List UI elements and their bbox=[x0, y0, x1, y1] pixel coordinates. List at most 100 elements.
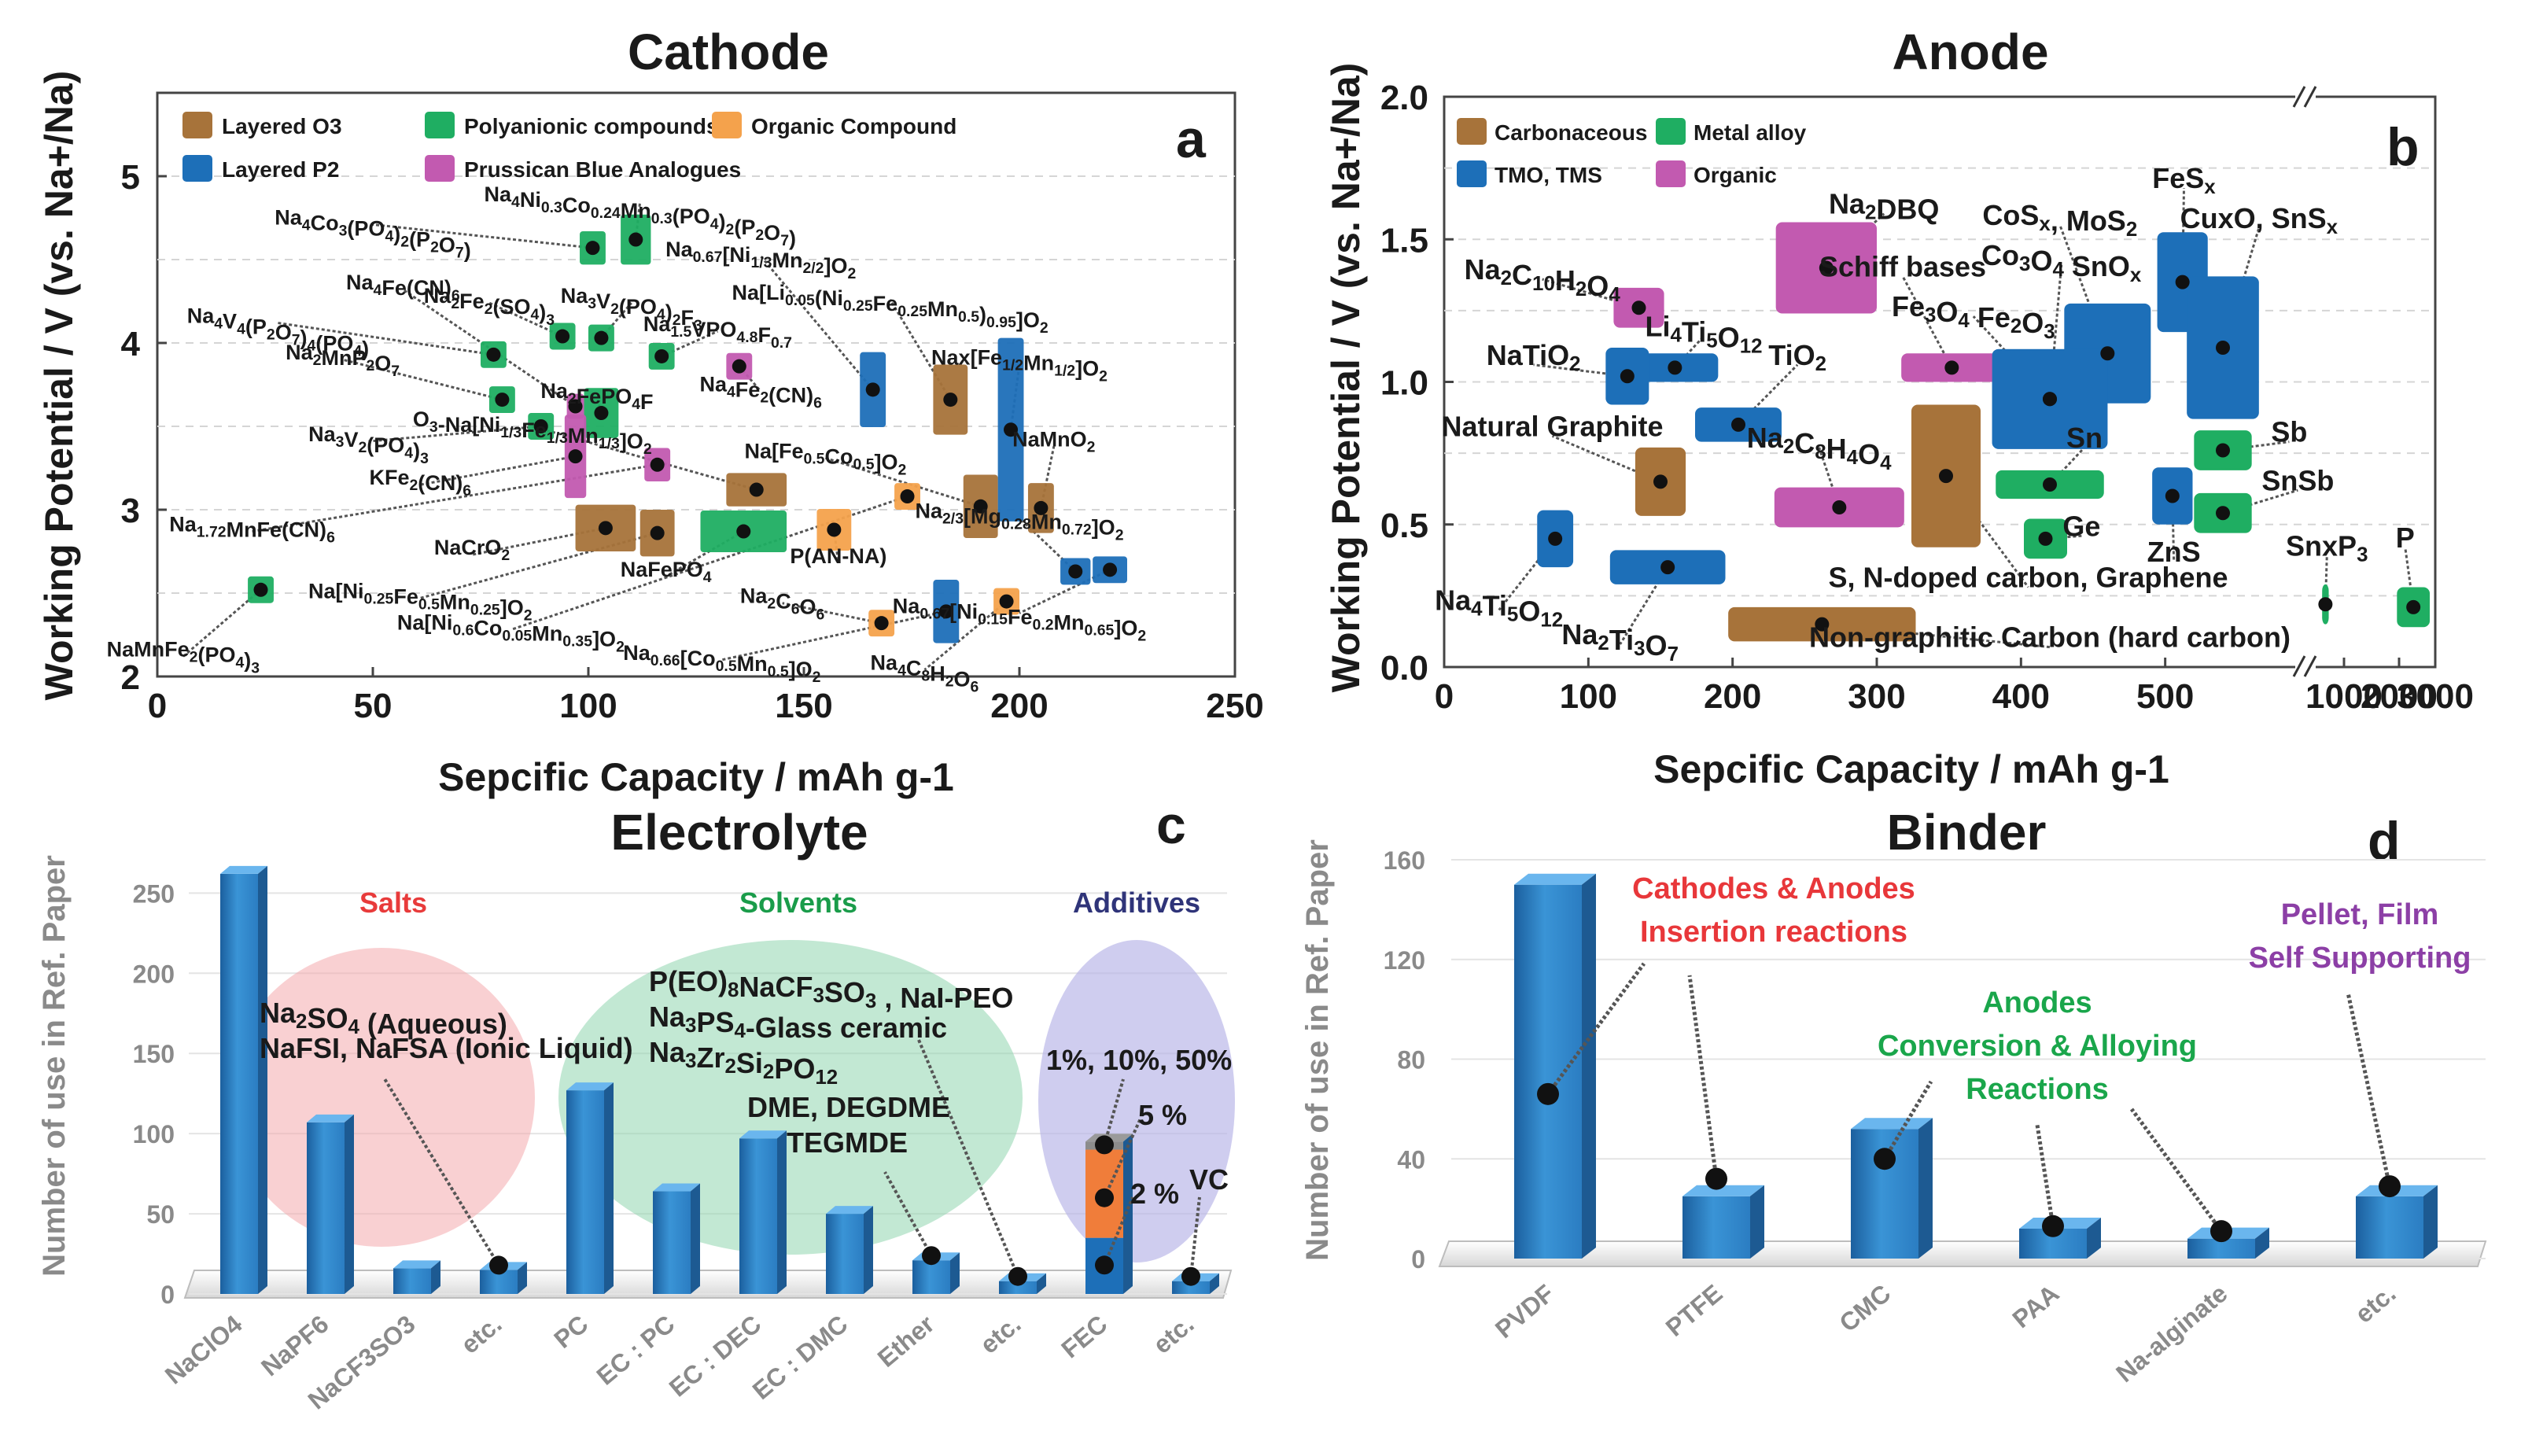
panel-b-ylabel: Working Potential / V (vs. Na+/Na) bbox=[1324, 63, 1368, 693]
bar-top bbox=[307, 1114, 354, 1122]
y-tick-label: 150 bbox=[133, 1040, 175, 1068]
point-label: S, N-doped carbon, Graphene bbox=[1828, 562, 2228, 594]
data-point bbox=[2038, 531, 2053, 546]
solvents-note-line: DME, DEGDME bbox=[747, 1091, 950, 1123]
data-point bbox=[1620, 369, 1635, 384]
point-label: SnSb bbox=[2261, 464, 2334, 496]
panel-d-leader-lines bbox=[1537, 962, 2401, 1243]
legend-label: Organic Compound bbox=[751, 114, 956, 138]
legend-swatch bbox=[425, 155, 455, 182]
annotation-line: Conversion & Alloying bbox=[1878, 1030, 2197, 1063]
point-label: Na4Ti5O12 bbox=[1435, 584, 1563, 632]
panel-a-ylabel: Working Potential / V (vs. Na+/Na) bbox=[37, 71, 81, 701]
annotation-line: Anodes bbox=[1982, 986, 2092, 1019]
data-point bbox=[2216, 443, 2230, 458]
leader-line bbox=[1619, 566, 1669, 645]
bar-ecdec bbox=[739, 1130, 787, 1294]
leader-line bbox=[1533, 363, 1628, 378]
x-category-label: NaClO4 bbox=[160, 1310, 248, 1390]
point-label: Nax[Fe1/2Mn1/2]O2 bbox=[931, 346, 1108, 385]
bar-cmc bbox=[1851, 1118, 1933, 1259]
legend-label: Carbonaceous bbox=[1495, 120, 1648, 145]
marker-dot bbox=[1095, 1188, 1114, 1207]
leader-line bbox=[402, 288, 577, 407]
point-label: Na2C10H2O4 bbox=[1465, 253, 1621, 306]
leader-line bbox=[760, 255, 874, 391]
y-tick-label: 4 bbox=[121, 325, 141, 363]
data-point bbox=[1731, 417, 1745, 432]
group-title: Solvents bbox=[739, 887, 857, 919]
leader-line bbox=[1103, 1196, 1134, 1266]
x-category-label: FEC bbox=[1056, 1310, 1112, 1364]
leader-line bbox=[2035, 1124, 2055, 1227]
y-tick-label: 0 bbox=[160, 1281, 175, 1309]
data-point bbox=[736, 524, 751, 539]
point-label: Na1.72MnFe(CN)6 bbox=[169, 513, 335, 547]
bar-front bbox=[653, 1191, 691, 1294]
point-label: Na3V2(PO4)3 bbox=[308, 422, 429, 467]
point-label: O3-Na[Ni1/3Fe1/3Mn1/3]O2 bbox=[413, 407, 652, 458]
panel-d-floor bbox=[1438, 1240, 2487, 1267]
point-label: Na2Ti3O7 bbox=[1561, 618, 1679, 665]
data-point bbox=[938, 604, 953, 619]
panel-d-binder: Binder d Cathodes & Anodes Insertion reac… bbox=[1300, 804, 2487, 1388]
bar-side bbox=[604, 1082, 614, 1294]
x-tick-label: 100 bbox=[559, 687, 617, 725]
x-tick-label: 3000 bbox=[2397, 677, 2474, 716]
panel-c-bars bbox=[220, 865, 1219, 1294]
panel-a-plot-frame bbox=[156, 91, 1237, 678]
leader-line bbox=[1498, 537, 1557, 611]
bar-ptfe bbox=[1682, 1185, 1764, 1259]
bar-front bbox=[220, 873, 258, 1294]
point-label: Li4Ti5O12 bbox=[1645, 311, 1762, 358]
x-tick-label: 250 bbox=[1206, 687, 1263, 725]
data-point bbox=[650, 525, 665, 540]
data-point bbox=[253, 582, 268, 597]
data-point bbox=[2406, 599, 2421, 614]
legend-swatch bbox=[1656, 160, 1686, 187]
x-category-label: etc. bbox=[2350, 1279, 2401, 1329]
data-point bbox=[865, 382, 880, 397]
x-tick-label: 400 bbox=[1992, 677, 2050, 716]
marker-dot bbox=[2042, 1215, 2064, 1237]
leader-line bbox=[1882, 1080, 1933, 1160]
x-tick-label: 50 bbox=[354, 687, 393, 725]
point-label: Na4V4(P2O7)4(PO4) bbox=[187, 304, 369, 361]
legend-label: Polyanionic compounds bbox=[464, 114, 719, 138]
leader-line bbox=[1103, 1078, 1125, 1145]
x-tick-label: 500 bbox=[2136, 677, 2194, 716]
y-tick-label: 0.5 bbox=[1380, 507, 1428, 545]
point-label: Na2C6O6 bbox=[740, 584, 825, 624]
panel-a-letter: a bbox=[1176, 109, 1207, 169]
bar-front bbox=[912, 1260, 950, 1294]
y-tick-label: 100 bbox=[133, 1120, 175, 1148]
point-label: NaFePO4 bbox=[621, 558, 712, 586]
solvents-note-line: TEGMDE bbox=[787, 1126, 908, 1159]
x-category-label: CMC bbox=[1834, 1279, 1896, 1337]
y-tick-label: 2 bbox=[121, 658, 140, 697]
point-label: Na[Ni0.6Co0.05Mn0.35]O2 bbox=[397, 611, 625, 656]
bar-front bbox=[739, 1138, 777, 1294]
data-point bbox=[2043, 392, 2057, 407]
point-label: Na[Li0.05(Ni0.25Fe0.25Mn0.5)0.95]O2 bbox=[732, 281, 1048, 337]
annotation-line: Cathodes & Anodes bbox=[1632, 872, 1915, 905]
panel-b-data-points bbox=[1548, 260, 2421, 632]
annotation-line: Self Supporting bbox=[2249, 942, 2471, 975]
data-point bbox=[900, 489, 915, 504]
legend-swatch bbox=[1656, 118, 1686, 145]
x-category-label: etc. bbox=[975, 1310, 1026, 1359]
data-point bbox=[874, 616, 889, 631]
x-category-label: Na-alginate bbox=[2110, 1279, 2232, 1388]
leader-line bbox=[883, 1171, 933, 1257]
leader-line bbox=[420, 455, 576, 486]
point-label: Na0.67[Ni1/3Mn2/2]O2 bbox=[665, 238, 856, 282]
legend-label: TMO, TMS bbox=[1495, 163, 1602, 187]
point-label: Natural Graphite bbox=[1441, 410, 1663, 442]
point-label: Na2C8H4O4 bbox=[1747, 422, 1892, 474]
point-label: Co3O4 SnOx bbox=[1981, 239, 2142, 286]
bar-side bbox=[2255, 1227, 2269, 1259]
data-point bbox=[1819, 260, 1834, 275]
bar-front bbox=[2356, 1196, 2423, 1259]
point-label: Na[Ni0.25Fe0.5Mn0.25]O2 bbox=[308, 579, 533, 624]
marker-dot bbox=[1874, 1148, 1896, 1170]
